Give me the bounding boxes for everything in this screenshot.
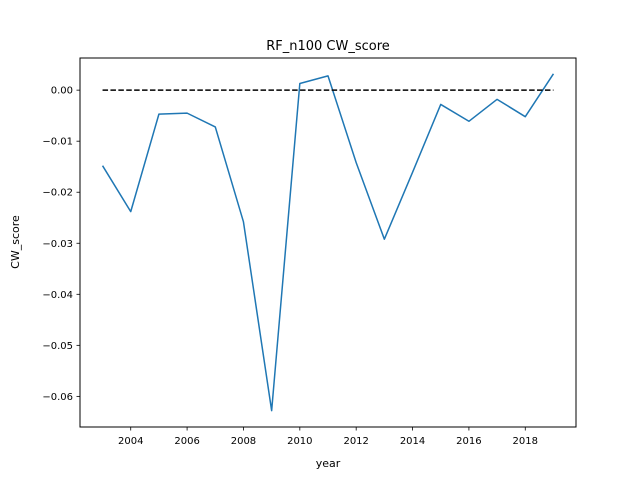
x-tick-label: 2012 <box>343 436 368 447</box>
y-tick-label: −0.06 <box>42 392 73 403</box>
x-tick-label: 2014 <box>400 436 425 447</box>
plot-area <box>101 73 555 412</box>
y-axis: 0.00 −0.01 −0.02 −0.03 −0.04 −0.05 −0.06 <box>42 86 80 403</box>
y-tick-label: −0.03 <box>42 239 73 250</box>
y-tick-label: −0.02 <box>42 188 73 199</box>
y-tick-label: −0.01 <box>42 137 73 148</box>
series-line <box>101 73 555 412</box>
x-tick-label: 2016 <box>456 436 481 447</box>
x-tick-label: 2018 <box>513 436 538 447</box>
x-tick-label: 2008 <box>231 436 256 447</box>
y-tick-label: −0.04 <box>42 290 73 301</box>
x-tick-label: 2006 <box>174 436 199 447</box>
x-tick-label: 2004 <box>118 436 143 447</box>
plot-frame <box>79 57 577 428</box>
x-axis-label: year <box>316 457 341 470</box>
x-tick-label: 2010 <box>287 436 312 447</box>
x-axis: 2004 2006 2008 2010 2012 2014 2016 2018 <box>118 427 538 447</box>
chart-title: RF_n100 CW_score <box>266 39 390 54</box>
y-axis-label: CW_score <box>9 215 22 269</box>
y-tick-label: −0.05 <box>42 341 73 352</box>
y-tick-label: 0.00 <box>51 86 73 97</box>
